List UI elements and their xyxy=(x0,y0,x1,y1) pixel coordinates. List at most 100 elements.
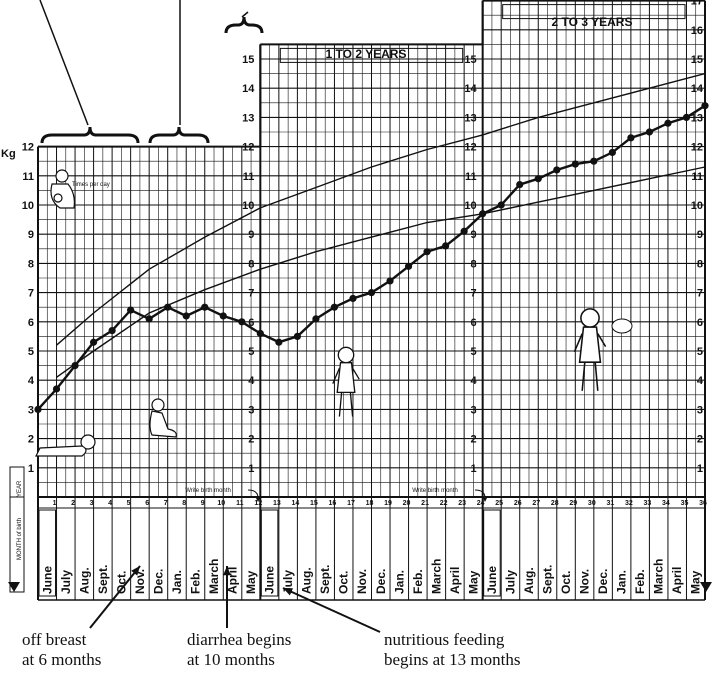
y-tick-label: 4 xyxy=(248,375,255,387)
x-tick-label: 8 xyxy=(182,500,186,507)
y-tick-label: 14 xyxy=(464,83,477,95)
x-tick-label: 13 xyxy=(273,500,281,507)
weight-point xyxy=(627,134,635,142)
weight-point xyxy=(219,312,227,320)
y-tick-label: 2 xyxy=(471,434,477,446)
toddler-figure xyxy=(332,346,360,417)
y-tick-label: 1 xyxy=(697,463,703,475)
figure-body xyxy=(336,362,356,394)
weight-point xyxy=(701,102,709,110)
curly-brace xyxy=(40,126,140,144)
y-tick-label: 9 xyxy=(248,229,254,241)
weight-point xyxy=(534,175,542,183)
y-tick-label: 9 xyxy=(28,229,34,241)
month-label: May xyxy=(689,570,703,594)
age-group-2-box xyxy=(502,4,686,20)
weight-point xyxy=(312,315,320,323)
y-tick-label: 8 xyxy=(697,258,703,270)
y-tick-label: 6 xyxy=(248,317,254,329)
month-label: Aug. xyxy=(77,567,91,594)
month-label: Jan. xyxy=(615,570,629,594)
month-label: Dec. xyxy=(374,569,388,594)
month-label: March xyxy=(429,559,443,594)
y-tick-label: 10 xyxy=(464,200,476,212)
y-tick-label: 7 xyxy=(28,288,34,300)
figure-legs xyxy=(581,362,599,391)
y-tick-label: 8 xyxy=(471,258,477,270)
month-label: April xyxy=(670,567,684,594)
birth-month-arrowhead xyxy=(255,496,261,502)
month-label: Sept. xyxy=(96,565,110,594)
age-group-1-box xyxy=(279,47,464,63)
y-tick-label: 10 xyxy=(22,200,34,212)
month-label: Feb. xyxy=(633,569,647,594)
month-label: Jan. xyxy=(170,570,184,594)
x-tick-label: 18 xyxy=(366,500,374,507)
month-label: March xyxy=(207,559,221,594)
year-row-label: YEAR xyxy=(17,480,23,497)
annotation-off-breast: off breast at 6 months xyxy=(22,630,101,670)
x-tick-label: 11 xyxy=(236,500,244,507)
weight-point xyxy=(645,128,654,136)
curly-brace xyxy=(148,126,210,144)
month-label: July xyxy=(59,570,73,594)
birth-month-box xyxy=(260,509,279,597)
y-tick-label: 6 xyxy=(697,317,703,329)
month-label: April xyxy=(448,567,462,594)
weight-point xyxy=(145,315,153,323)
x-tick-label: 22 xyxy=(440,500,448,507)
y-tick-label: 7 xyxy=(697,288,703,300)
x-tick-label: 14 xyxy=(291,500,299,507)
feeding-note: Times per day xyxy=(72,182,110,188)
y-tick-label: 12 xyxy=(242,142,254,154)
y-tick-label: 2 xyxy=(28,434,34,446)
x-tick-label: 32 xyxy=(625,500,633,507)
left-down-arrow xyxy=(8,582,20,592)
figure-head xyxy=(151,398,165,412)
x-tick-label: 21 xyxy=(421,500,429,507)
y-tick-label: 13 xyxy=(464,112,476,124)
y-tick-label: 4 xyxy=(28,375,35,387)
y-tick-label: 5 xyxy=(248,346,254,358)
weight-point xyxy=(349,294,357,303)
annotation-diarrhea-line2: at 10 months xyxy=(187,650,275,669)
month-label: March xyxy=(652,559,666,594)
weight-point xyxy=(293,332,301,340)
x-tick-label: 33 xyxy=(644,500,652,507)
pointer-line xyxy=(39,0,89,126)
y-tick-label: 10 xyxy=(691,200,703,212)
nursing-figure xyxy=(50,169,75,209)
y-tick-label: 11 xyxy=(22,171,34,183)
y-tick-label: 11 xyxy=(691,171,703,183)
y-tick-label: 9 xyxy=(471,229,477,241)
weight-point xyxy=(682,113,691,121)
x-tick-label: 34 xyxy=(662,500,670,507)
sitting-baby-figure xyxy=(149,398,177,438)
reference-curve xyxy=(56,166,706,378)
pointer-line xyxy=(241,11,249,18)
x-tick-label: 4 xyxy=(108,500,112,507)
month-label: May xyxy=(244,570,258,594)
x-tick-label: 23 xyxy=(458,500,466,507)
x-tick-label: 2 xyxy=(71,500,75,507)
curly-brace xyxy=(224,16,264,34)
child-figures xyxy=(35,169,633,457)
weight-point xyxy=(497,201,505,209)
month-label: June xyxy=(40,566,54,594)
figure-head xyxy=(337,346,355,364)
weight-point xyxy=(52,385,61,393)
y-tick-label: 2 xyxy=(248,434,254,446)
write-birth-month-1: Write birth month xyxy=(185,488,231,494)
weight-series xyxy=(34,102,709,413)
y-tick-label: 10 xyxy=(242,200,254,212)
x-tick-labels: 1 2 3 4 5 6 7 8 9 10 11 12 13 14 15 16 17 18 19 20 21 22 23 24 2… xyxy=(53,500,707,507)
y-tick-label: 1 xyxy=(28,463,34,475)
weight-point xyxy=(423,248,431,256)
figure-arms xyxy=(573,333,607,353)
month-label: Dec. xyxy=(151,569,165,594)
y-tick-label: 3 xyxy=(28,404,34,416)
month-label: Oct. xyxy=(114,571,128,594)
y-tick-label: 13 xyxy=(691,112,703,124)
speech-bubble xyxy=(611,318,633,334)
y-tick-label: 7 xyxy=(471,288,477,300)
